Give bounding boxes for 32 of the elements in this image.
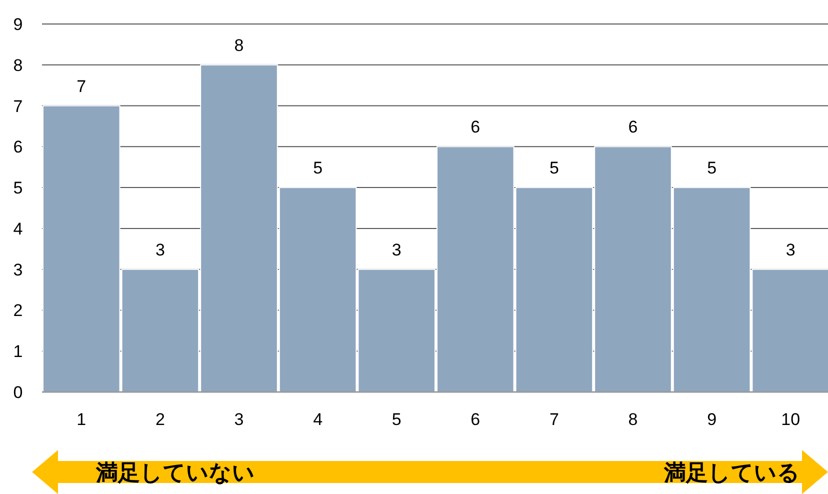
x-tick-label: 2 bbox=[155, 410, 165, 429]
x-tick-label: 5 bbox=[392, 410, 402, 429]
data-label: 3 bbox=[155, 240, 165, 260]
data-label: 3 bbox=[392, 240, 402, 260]
x-tick-label: 9 bbox=[707, 410, 717, 429]
data-label: 5 bbox=[707, 158, 717, 178]
y-tick-label: 8 bbox=[13, 56, 23, 75]
y-tick-label: 0 bbox=[13, 383, 23, 402]
x-tick-label: 8 bbox=[628, 410, 638, 429]
x-tick-label: 1 bbox=[76, 410, 86, 429]
y-tick-label: 1 bbox=[13, 342, 23, 362]
data-label: 8 bbox=[234, 36, 244, 55]
x-tick-label: 7 bbox=[549, 410, 559, 429]
y-tick-label: 2 bbox=[13, 301, 23, 320]
data-label: 3 bbox=[786, 240, 796, 260]
x-tick-label: 10 bbox=[781, 410, 800, 429]
data-label: 5 bbox=[313, 158, 323, 178]
y-tick-label: 3 bbox=[13, 260, 23, 280]
x-tick-label: 6 bbox=[470, 410, 480, 429]
x-tick-label: 4 bbox=[313, 410, 323, 429]
y-tick-label: 9 bbox=[13, 15, 23, 34]
text: 満足している bbox=[663, 460, 800, 485]
data-label: 7 bbox=[76, 76, 86, 96]
y-tick-label: 4 bbox=[13, 219, 23, 238]
data-label: 6 bbox=[470, 118, 480, 137]
x-tick-label: 3 bbox=[234, 410, 244, 429]
data-label: 6 bbox=[628, 118, 638, 137]
text: 満足していない bbox=[95, 460, 255, 485]
y-tick-label: 5 bbox=[13, 178, 23, 198]
y-tick-label: 7 bbox=[13, 96, 23, 116]
data-label: 5 bbox=[549, 158, 559, 178]
y-tick-label: 6 bbox=[13, 138, 23, 157]
